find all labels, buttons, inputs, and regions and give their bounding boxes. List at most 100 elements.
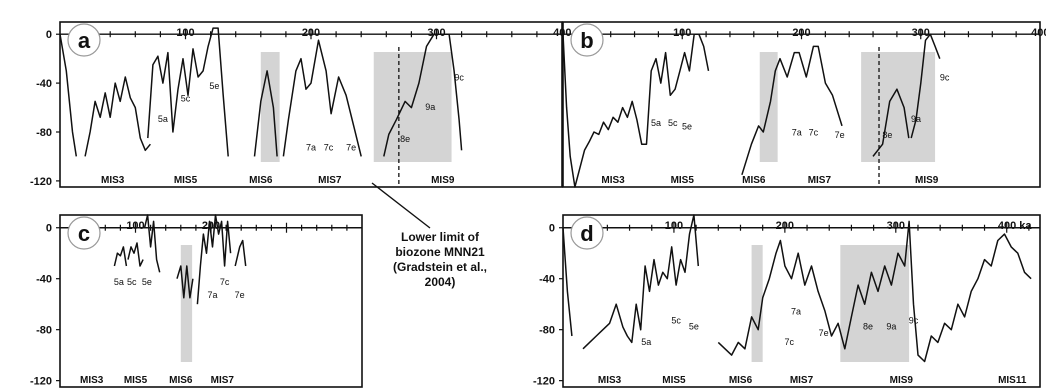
substage-label-7c: 7c [324,142,334,152]
y-tick-label-0: 0 [549,223,555,235]
sea-level-curve-segment-2 [143,214,161,273]
sea-level-curve-segment-1 [127,242,144,267]
y-tick-label-2: -80 [36,325,52,337]
panel-badge [570,216,604,250]
substage-label-7c: 7c [809,128,819,138]
mis-label-MIS5: MIS5 [671,175,695,186]
mis-label-MIS6: MIS6 [742,175,766,186]
shaded-band-1 [861,52,936,162]
sea-level-curve-segment-1 [741,45,843,176]
panel-frame [562,21,1041,188]
substage-label-8e: 8e [882,130,892,140]
mis-label-MIS3: MIS3 [598,375,622,386]
panel-badge [67,23,101,57]
panel-frame [59,214,363,388]
mis-label-MIS9: MIS9 [915,175,939,186]
mis-label-MIS11: MIS11 [998,375,1027,386]
sea-level-curve-segment-0 [113,246,128,267]
substage-label-9c: 9c [909,315,919,325]
panel-d: 100 200 300 400 ka 0 -40 -80 -120 5a 5c 5e 7a 7c 7e 8e… [533,214,1041,388]
substage-label-7e: 7e [835,130,845,140]
mis-label-MIS6: MIS6 [249,175,273,186]
substage-label-5a: 5a [158,114,168,124]
substage-label-7c: 7c [785,337,795,347]
substage-label-7a: 7a [208,290,218,300]
y-tick-label-0: 0 [46,29,52,41]
panel-label-d: d [580,221,593,246]
sea-level-curve-segment-2 [717,220,1032,363]
mis-label-MIS6: MIS6 [729,375,753,386]
y-tick-label-1: -40 [36,274,52,286]
substage-label-5e: 5e [689,322,699,332]
annotation-line-4: 2004) [425,275,456,289]
substage-label-9c: 9c [940,73,950,83]
y-tick-label-1: -40 [539,274,555,286]
y-tick-label-1: -40 [36,78,52,90]
x-tick-label-0: 100 [126,220,144,232]
y-tick-label-0: 0 [46,223,52,235]
annotation-line-2: biozone MNN21 [395,245,485,259]
substage-label-9a: 9a [911,114,921,124]
sea-level-curve-segment-4 [282,39,362,157]
panel-frame [562,214,1041,388]
substage-label-5a: 5a [641,337,651,347]
substage-label-7a: 7a [306,142,316,152]
x-tick-label-2: 300 [887,220,905,232]
x-tick-label-1: 200 [302,27,320,39]
x-tick-label-3: 400 ka [998,220,1033,232]
x-tick-label-0: 100 [673,27,691,39]
panel-label-a: a [78,28,91,53]
shaded-band-0 [751,245,763,362]
substage-label-5c: 5c [127,277,137,287]
panel-b: 100 200 300 400 ka 5a 5c 5e 7a 7c 7e 8e 9a 9c MIS3 MIS… [562,21,1046,188]
substage-label-8e: 8e [400,134,410,144]
annotation-line-3: (Gradstein et al., [393,260,487,274]
shaded-band-1 [373,52,452,162]
x-tick-label-2: 300 [912,27,930,39]
mis-label-MIS7: MIS7 [790,375,814,386]
mis-label-MIS7: MIS7 [211,375,235,386]
sea-level-curve-segment-1 [84,76,151,157]
substage-label-5c: 5c [181,93,191,103]
substage-label-7e: 7e [235,290,245,300]
mis-label-MIS6: MIS6 [169,375,193,386]
mis-label-MIS3: MIS3 [80,375,104,386]
y-tick-label-2: -80 [36,127,52,139]
substage-label-9a: 9a [425,102,435,112]
mis-label-MIS7: MIS7 [808,175,832,186]
sea-level-curve-segment-2 [872,88,910,157]
x-tick-label-1: 200 [202,220,220,232]
y-tick-label-2: -80 [539,325,555,337]
sea-level-curve-segment-0 [562,33,710,188]
shaded-band-1 [840,245,910,362]
sea-level-curve-segment-5 [383,33,463,157]
y-tick-label-3: -120 [30,176,52,188]
shaded-band-0 [180,245,193,362]
annotation-line-1: Lower limit of [401,230,480,244]
substage-label-7e: 7e [819,328,829,338]
substage-label-7e: 7e [346,142,356,152]
mis-label-MIS9: MIS9 [431,175,455,186]
sea-level-curve-segment-2 [147,27,229,157]
sea-level-curve-segment-0 [562,227,573,337]
sea-level-curve-segment-5 [234,239,247,267]
panel-label-c: c [78,221,90,246]
x-tick-label-0: 100 [665,220,683,232]
y-tick-label-3: -120 [533,376,555,388]
sea-level-curve-segment-1 [582,214,700,350]
substage-label-5a: 5a [651,118,661,128]
substage-label-5e: 5e [142,277,152,287]
mis-label-MIS3: MIS3 [101,175,125,186]
mis-label-MIS5: MIS5 [124,375,148,386]
sea-level-curve-segment-3 [910,33,941,139]
substage-label-5e: 5e [682,122,692,132]
y-tick-label-3: -120 [30,376,52,388]
x-tick-label-2: 300 [427,27,445,39]
biozone-annotation: Lower limit of biozone MNN21 (Gradstein … [371,182,487,289]
substage-label-5c: 5c [668,118,678,128]
substage-label-8e: 8e [863,322,873,332]
substage-label-7a: 7a [791,306,801,316]
